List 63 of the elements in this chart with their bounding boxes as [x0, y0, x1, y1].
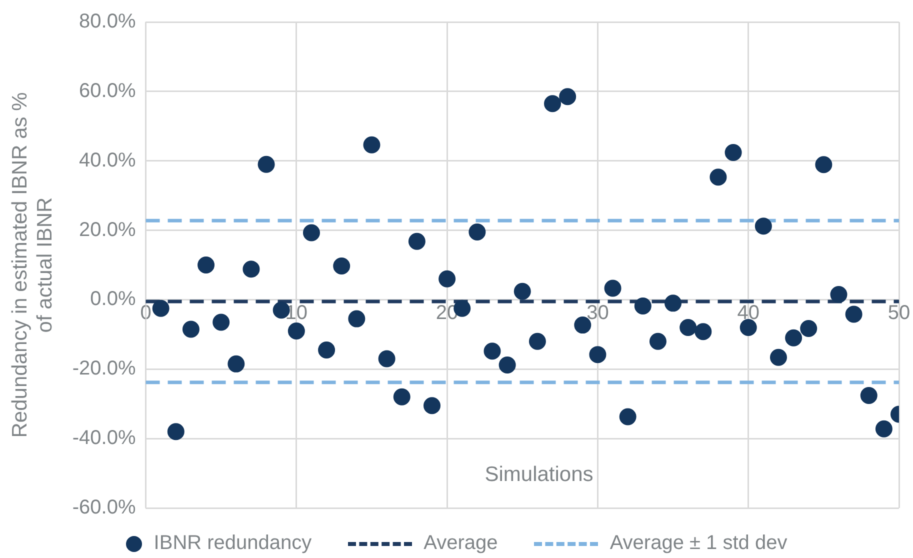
y-tick-label: 40.0%	[79, 149, 136, 172]
point	[348, 310, 366, 328]
point	[484, 342, 501, 360]
point	[634, 297, 652, 314]
point	[589, 346, 606, 364]
y-tick-label: -40.0%	[72, 427, 136, 450]
point	[830, 286, 848, 304]
point	[604, 280, 622, 297]
point	[258, 156, 275, 173]
point	[815, 156, 832, 174]
legend-label: Average	[424, 532, 498, 555]
point	[875, 420, 892, 438]
point	[242, 260, 260, 278]
point	[649, 332, 666, 350]
point	[694, 323, 712, 340]
point	[288, 322, 305, 340]
x-axis-title: Simulations	[484, 463, 594, 487]
point	[619, 408, 636, 426]
point	[740, 318, 757, 336]
point	[318, 342, 336, 359]
point	[754, 218, 772, 235]
point	[198, 256, 215, 274]
legend-label: Average ± 1 std dev	[610, 532, 788, 555]
y-tick-label: -20.0%	[72, 358, 136, 380]
point	[302, 224, 320, 242]
point	[800, 320, 818, 338]
point	[785, 329, 802, 346]
point	[438, 270, 456, 288]
point	[333, 258, 350, 275]
point	[363, 136, 380, 154]
y-tick-label: 80.0%	[79, 10, 136, 33]
point	[544, 95, 562, 112]
point	[724, 144, 742, 162]
point	[498, 356, 516, 374]
point	[664, 294, 682, 312]
legend-label: IBNR redundancy	[154, 532, 312, 555]
y-tick-label: -60.0%	[72, 496, 136, 519]
y-tick-label: 20.0%	[79, 218, 136, 241]
x-tick-label: 10	[285, 302, 308, 324]
point	[167, 423, 184, 440]
point	[393, 388, 410, 406]
point	[559, 88, 576, 106]
y-tick-label: 0.0%	[90, 288, 136, 310]
point	[378, 350, 396, 368]
y-tick-label: 60.0%	[79, 80, 136, 102]
point	[423, 397, 440, 414]
point	[514, 282, 531, 300]
point	[408, 232, 426, 250]
y-axis-title: Redundancy in estimated IBNR as % of actual IBNR	[8, 92, 57, 438]
point	[228, 355, 245, 372]
point	[212, 314, 230, 331]
point	[680, 318, 697, 336]
x-tick-label: 40	[737, 302, 760, 324]
x-tick-label: 50	[888, 302, 910, 324]
point	[770, 348, 787, 366]
point	[152, 300, 170, 317]
point	[710, 168, 727, 186]
point	[182, 320, 200, 338]
point	[845, 306, 862, 323]
point	[468, 224, 486, 241]
x-tick-label: 30	[586, 302, 609, 324]
point	[860, 387, 878, 404]
point	[528, 332, 546, 350]
